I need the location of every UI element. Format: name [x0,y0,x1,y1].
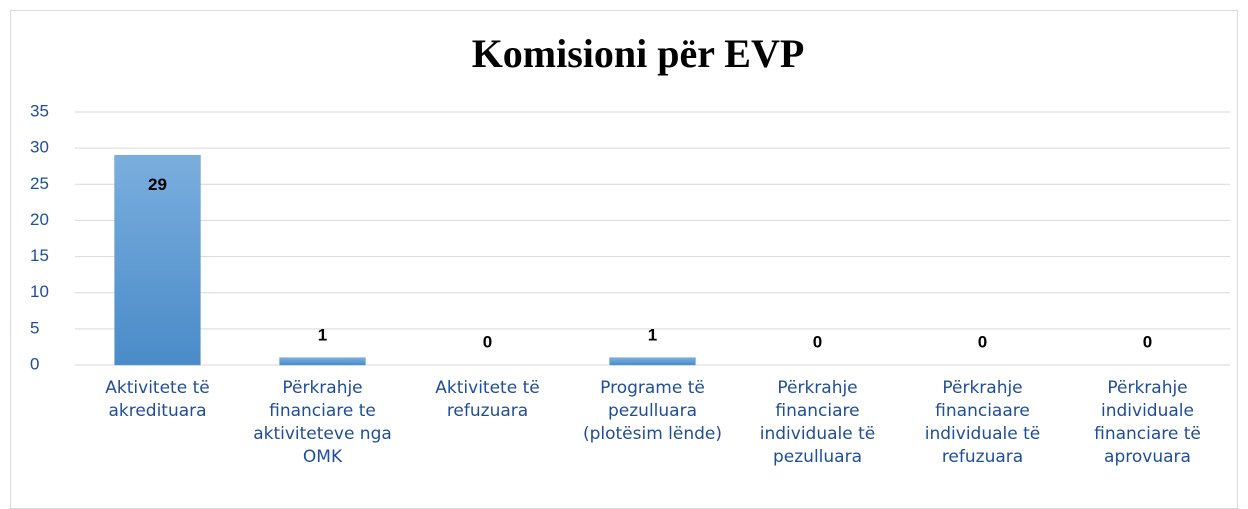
data-label: 0 [978,332,987,351]
x-tick-label: Aktivitete të akredituara [105,378,210,421]
y-tick-label: 5 [30,318,39,337]
data-label: 1 [318,325,327,344]
x-tick-label: Aktivitete të refuzuara [435,378,540,421]
x-tick-label: Përkrahje financiare te aktiviteteve nga… [253,378,392,467]
data-label: 29 [148,175,167,194]
x-tick-label: Përkrahje financiare individuale të pezu… [759,378,876,467]
y-tick-label: 35 [30,101,49,120]
bar [114,155,201,366]
data-label: 0 [813,332,822,351]
y-tick-label: 25 [30,174,49,193]
data-label: 0 [483,332,492,351]
y-tick-label: 30 [30,138,49,157]
x-tick-label: Përkrahje individuale financiare të apro… [1094,378,1201,467]
y-tick-label: 20 [30,210,49,229]
bar [609,357,696,366]
data-label: 0 [1143,332,1152,351]
y-tick-label: 0 [30,354,39,373]
x-tick-label: Përkrahje financiaare individuale të ref… [924,378,1041,467]
data-label: 1 [648,325,657,344]
y-tick-label: 15 [30,246,49,265]
x-tick-label: Programe të pezulluara (plotësim lënde) [582,378,723,444]
y-tick-label: 10 [30,282,49,301]
chart-title: Komisioni për EVP [472,31,805,76]
bar [279,357,366,366]
